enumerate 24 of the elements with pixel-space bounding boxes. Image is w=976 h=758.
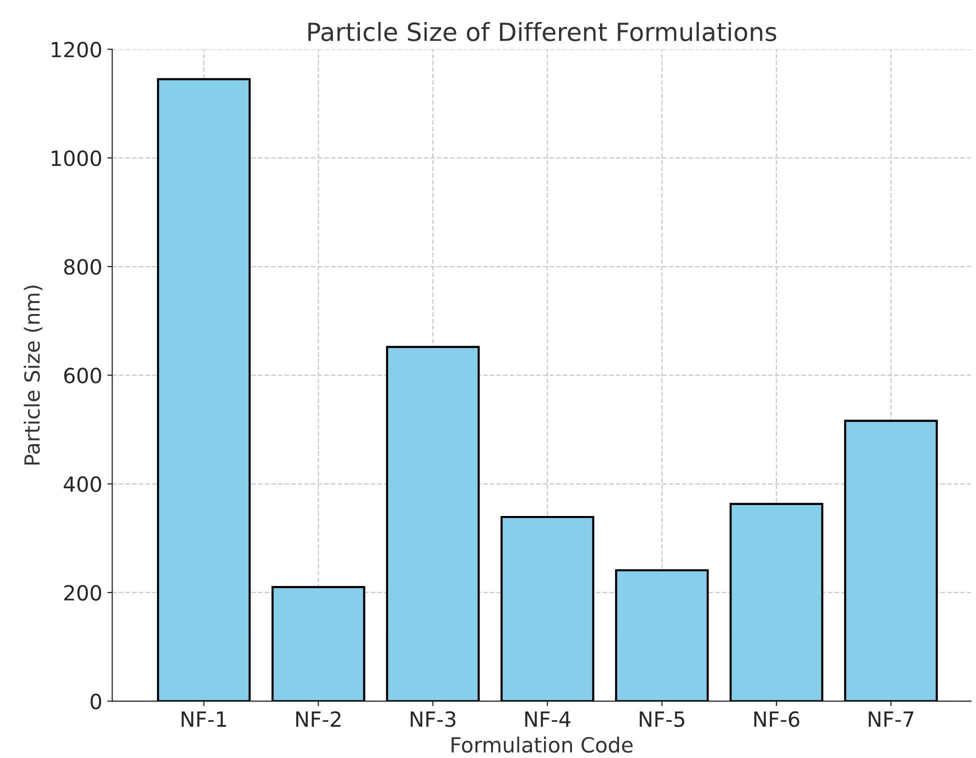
x-tick-label: NF-6 [754, 711, 800, 727]
x-tick-label: NF-2 [296, 711, 340, 727]
x-tick-label: NF-3 [410, 711, 456, 727]
bar [386, 346, 480, 702]
y-tick-label: 600 [64, 368, 102, 384]
y-tick-label: 800 [64, 259, 102, 275]
y-tick-label: 0 [90, 694, 102, 710]
y-tick-label: 1000 [52, 150, 102, 166]
chart-title: Particle Size of Different Formulations [308, 22, 776, 42]
x-tick-label: NF-7 [868, 712, 914, 727]
y-tick-label: 1200 [52, 42, 102, 58]
y-tick-label: 200 [64, 584, 102, 601]
bar [615, 569, 709, 702]
bar [730, 502, 824, 702]
x-axis-title: Formulation Code [452, 736, 633, 753]
bar [844, 420, 938, 702]
y-axis-title: Particle Size (nm) [24, 286, 42, 465]
y-tick-label: 400 [64, 476, 102, 492]
bar [500, 516, 594, 702]
bar [157, 78, 251, 702]
x-tick-label: NF-5 [640, 712, 684, 727]
bar [272, 586, 366, 702]
x-tick-label: NF-1 [182, 712, 226, 727]
x-tick-label: NF-4 [525, 712, 570, 727]
